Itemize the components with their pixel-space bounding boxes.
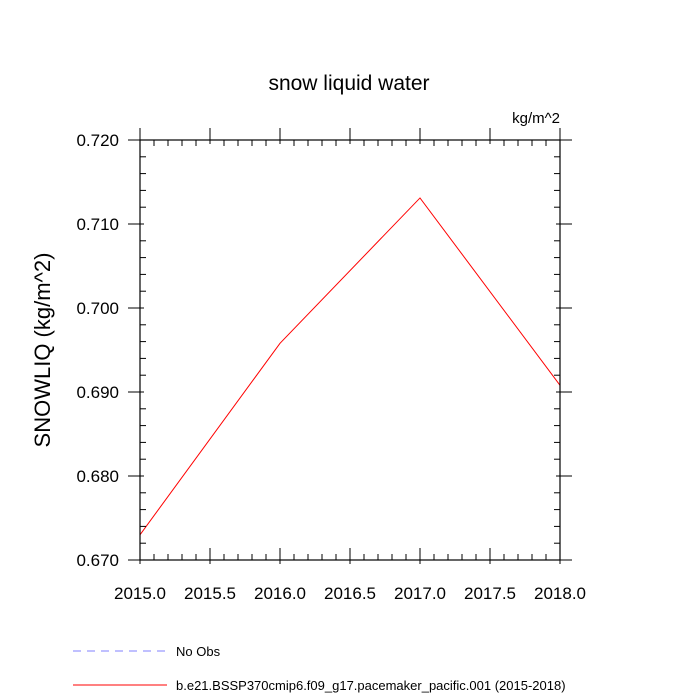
- x-tick-label: 2015.5: [184, 584, 236, 603]
- x-tick-label: 2016.5: [324, 584, 376, 603]
- legend-label: b.e21.BSSP370cmip6.f09_g17.pacemaker_pac…: [176, 678, 566, 693]
- tick-labels-layer: 2015.0 2015.5 2016.0 2016.5 2017.0 2017.5 2018…: [76, 131, 586, 603]
- legend-label: No Obs: [176, 644, 221, 659]
- y-tick-label: 0.710: [76, 215, 119, 234]
- x-tick-label: 2017.5: [464, 584, 516, 603]
- x-tick-label: 2016.0: [254, 584, 306, 603]
- y-tick-label: 0.690: [76, 383, 119, 402]
- ticks-layer: [128, 128, 572, 564]
- x-tick-label: 2018.0: [534, 584, 586, 603]
- legend: No Obs b.e21.BSSP370cmip6.f09_g17.pacemak…: [73, 644, 566, 693]
- y-tick-label: 0.700: [76, 299, 119, 318]
- y-tick-label: 0.670: [76, 551, 119, 570]
- y-axis-label: SNOWLIQ (kg/m^2): [30, 253, 55, 448]
- chart-title: snow liquid water: [268, 72, 429, 95]
- series-layer: [139, 197, 561, 536]
- x-tick-label: 2015.0: [114, 584, 166, 603]
- units-label: kg/m^2: [512, 110, 560, 127]
- y-tick-label: 0.680: [76, 467, 119, 486]
- plot-frame: [139, 139, 561, 561]
- series-line: [139, 197, 561, 536]
- y-tick-label: 0.720: [76, 131, 119, 150]
- x-tick-label: 2017.0: [394, 584, 446, 603]
